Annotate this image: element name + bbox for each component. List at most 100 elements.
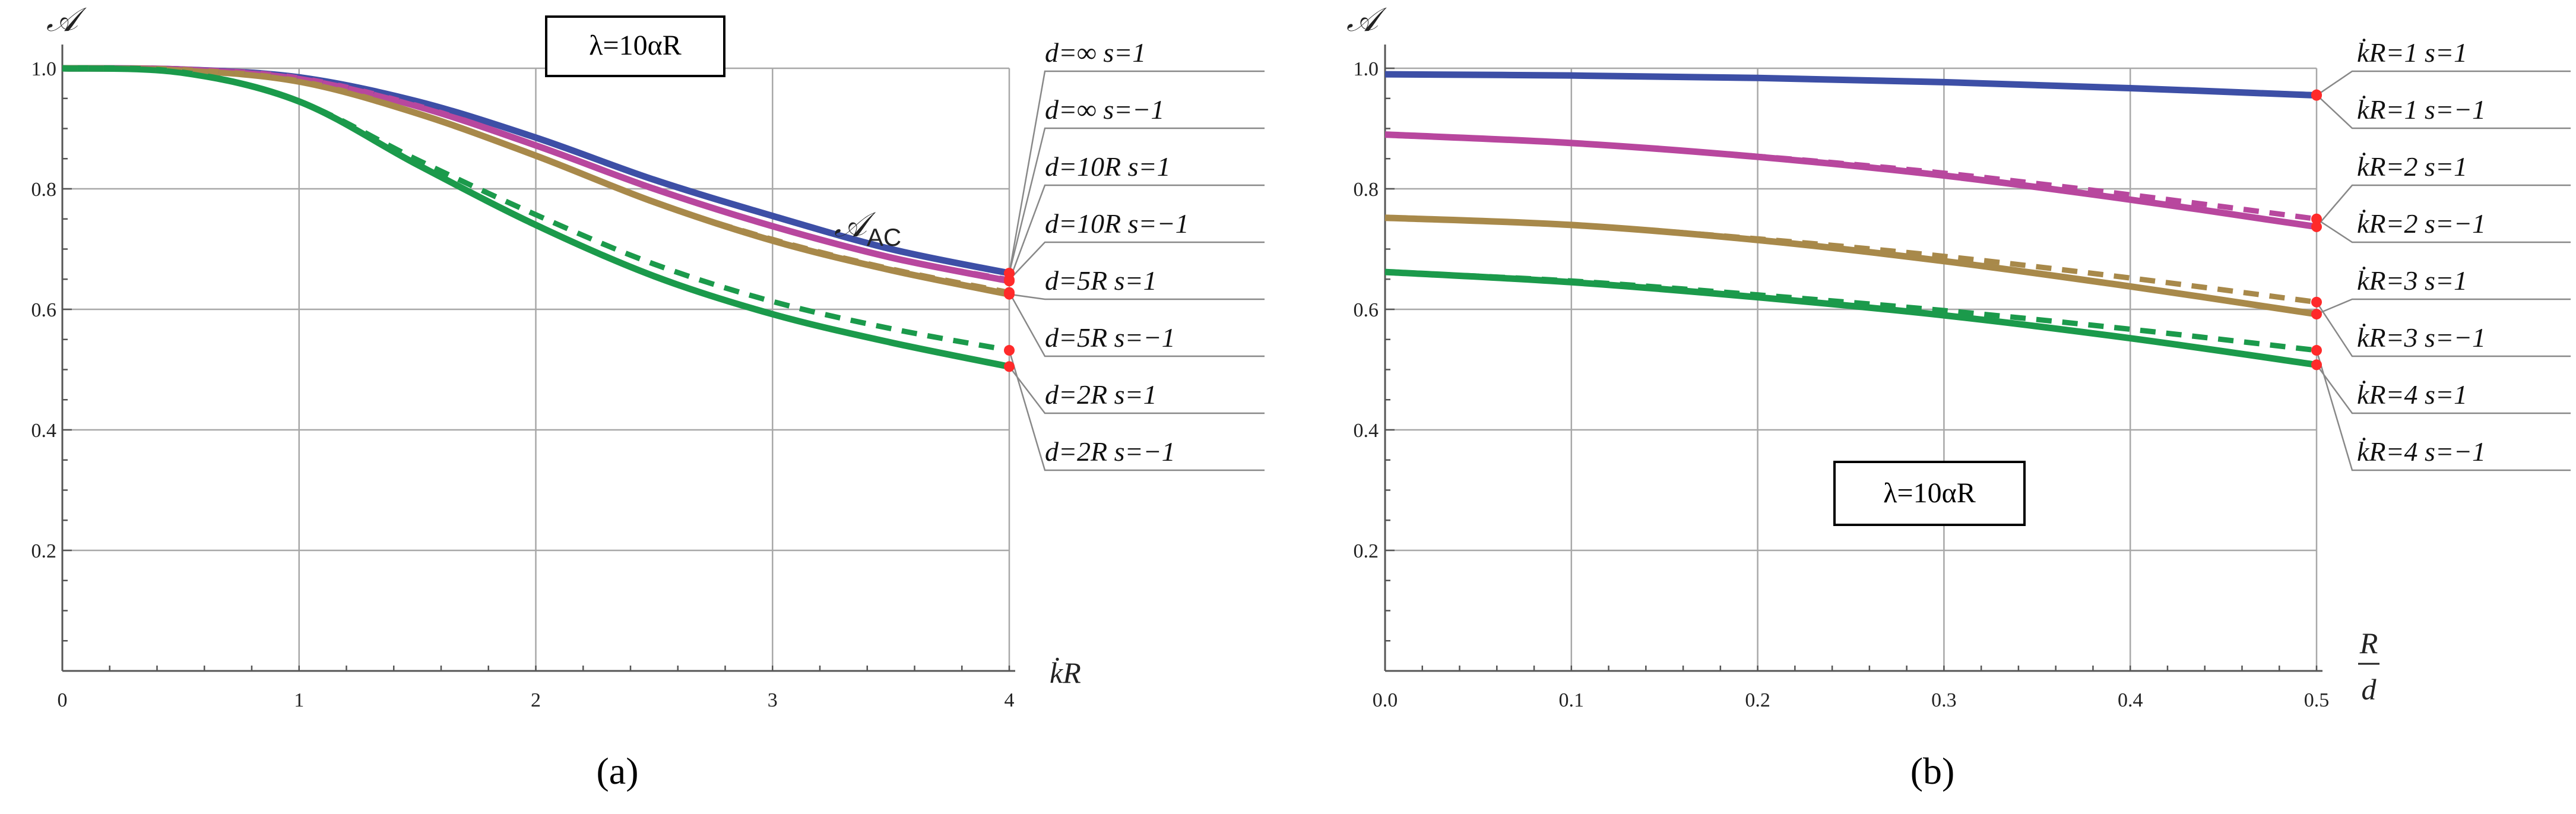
legend-label-1: d=∞ s=1 (1045, 37, 1146, 68)
legend-label-3: d=10R s=1 (1045, 151, 1171, 182)
series-endpoint-8 (2311, 345, 2322, 356)
y-tick-label: 0.8 (1354, 179, 1379, 201)
legend-leader-4 (2316, 218, 2571, 243)
panel-a-ticks: 0.2 0.4 0.6 0.8 1.0 0 1 2 3 4 (31, 58, 1015, 711)
series-endpoint-4 (2311, 213, 2322, 224)
series-endpoint-2 (2311, 89, 2322, 100)
legend-label-7: d=2R s=1 (1045, 379, 1157, 410)
panel-b-series (1384, 71, 2317, 368)
legend-label-7: k̇R=4 s=1 (2357, 379, 2467, 410)
legend-leader-2 (1008, 127, 1265, 274)
panel-b-box-label: λ=10αR (1833, 461, 2026, 526)
legend-label-5: d=5R s=1 (1045, 265, 1157, 296)
y-tick-label: 0.6 (31, 299, 57, 321)
legend-label-6: d=5R s=−1 (1045, 322, 1175, 353)
y-tick-label: 1.0 (1354, 58, 1379, 80)
legend-label-6: k̇R=3 s=−1 (2357, 322, 2486, 353)
x-tick-label: 0 (58, 689, 68, 711)
legend-label-3: k̇R=2 s=1 (2357, 151, 2467, 182)
series-line-5 (1384, 214, 2317, 318)
legend-label-4: d=10R s=−1 (1045, 208, 1189, 239)
x-tick-label: 0.5 (2304, 689, 2330, 711)
panel-b-legend: k̇R=1 s=1 k̇R=1 s=−1 k̇R=2 s=1 k̇R=2 s=−1 k̇… (2311, 37, 2571, 471)
legend-label-8: d=2R s=−1 (1045, 436, 1175, 467)
ac-annotation-subscript: AC (867, 223, 901, 251)
x-tick-label: 0.0 (1373, 689, 1398, 711)
legend-leader-2 (2316, 94, 2571, 129)
y-tick-label: 0.4 (1354, 420, 1379, 442)
panel-a-xlabel: k̇R (1050, 656, 1081, 689)
legend-label-8: k̇R=4 s=−1 (2357, 436, 2486, 467)
panel-a-box-text: λ=10αR (589, 30, 682, 61)
legend-leader-1 (2316, 70, 2571, 96)
series-line-3 (1384, 131, 2317, 230)
panel-a-box-label: λ=10αR (545, 15, 725, 77)
x-tick-label: 3 (768, 689, 778, 711)
panel-a-series (62, 65, 1010, 370)
legend-leader-8 (2315, 350, 2571, 471)
panel-a-ac-annotation: 𝒜AC (834, 205, 901, 251)
series-endpoint-7 (2311, 359, 2322, 370)
panel-b-axes (1384, 45, 2322, 672)
legend-label-5: k̇R=3 s=1 (2357, 265, 2467, 296)
panel-b-caption: (b) (1910, 750, 1955, 792)
legend-leader-5 (2316, 298, 2571, 315)
legend-leader-5 (1009, 293, 1265, 300)
y-tick-label: 0.6 (1354, 299, 1379, 321)
series-line-8 (62, 65, 1010, 353)
y-tick-label: 0.2 (1354, 540, 1379, 562)
y-tick-label: 0.8 (31, 179, 57, 201)
panel-a: 0.2 0.4 0.6 0.8 1.0 0 1 2 3 4 d=∞ s=1 d=∞ s=−1 d=10… (31, 2, 1265, 792)
y-tick-label: 0.4 (31, 420, 57, 442)
legend-leader-8 (1008, 350, 1265, 471)
panel-a-axes (61, 45, 1015, 672)
x-tick-label: 0.1 (1559, 689, 1585, 711)
legend-leader-6 (2315, 302, 2571, 357)
series-endpoint-6 (1004, 287, 1015, 298)
series-line-8 (1384, 269, 2317, 353)
series-endpoint-8 (1004, 345, 1015, 356)
series-line-6 (62, 65, 1010, 295)
panel-b: 0.2 0.4 0.6 0.8 1.0 0.0 0.1 0.2 0.3 0.4 0.5 k̇R=1 … (1346, 2, 2571, 792)
series-line-4 (62, 65, 1010, 283)
legend-label-2: k̇R=1 s=−1 (2357, 94, 2486, 125)
panel-a-ylabel: 𝒜 (46, 2, 87, 39)
series-endpoint-4 (1004, 274, 1015, 286)
panel-b-box-text: λ=10αR (1883, 477, 1976, 509)
panel-b-grid (1385, 67, 2318, 671)
x-tick-label: 2 (531, 689, 541, 711)
panel-b-xlabel-denominator: d (2362, 673, 2377, 706)
series-endpoint-3 (2311, 221, 2322, 232)
legend-leader-7 (1009, 366, 1265, 414)
series-line-4 (1384, 132, 2317, 222)
legend-leader-3 (1008, 184, 1265, 281)
legend-leader-1 (1008, 70, 1265, 274)
panel-b-ticks: 0.2 0.4 0.6 0.8 1.0 0.0 0.1 0.2 0.3 0.4 0.5 (1354, 58, 2330, 711)
legend-label-1: k̇R=1 s=1 (2357, 37, 2467, 68)
x-tick-label: 0.2 (1745, 689, 1770, 711)
series-line-2 (1384, 71, 2317, 98)
panel-b-xlabel-numerator: R (2359, 626, 2378, 660)
x-tick-label: 1 (294, 689, 304, 711)
legend-leader-3 (2316, 184, 2571, 227)
panel-a-caption: (a) (596, 750, 638, 792)
panel-a-legend: d=∞ s=1 d=∞ s=−1 d=10R s=1 d=10R s=−1 d=5R s… (1004, 37, 1265, 471)
series-line-6 (1384, 215, 2317, 305)
x-tick-label: 0.3 (1931, 689, 1957, 711)
series-endpoint-6 (2311, 296, 2322, 308)
series-line-2 (62, 65, 1010, 276)
x-tick-label: 4 (1005, 689, 1015, 711)
legend-label-4: k̇R=2 s=−1 (2357, 208, 2486, 239)
legend-leader-4 (1009, 241, 1265, 281)
x-tick-label: 0.4 (2118, 689, 2143, 711)
y-tick-label: 1.0 (31, 58, 57, 80)
legend-leader-7 (2315, 364, 2571, 414)
legend-label-2: d=∞ s=−1 (1045, 94, 1164, 125)
series-endpoint-5 (2311, 309, 2322, 320)
series-endpoint-7 (1004, 361, 1015, 372)
legend-leader-6 (1008, 292, 1265, 357)
panel-b-xlabel: R d (2358, 626, 2379, 706)
panel-b-ylabel: 𝒜 (1346, 2, 1387, 39)
y-tick-label: 0.2 (31, 540, 57, 562)
